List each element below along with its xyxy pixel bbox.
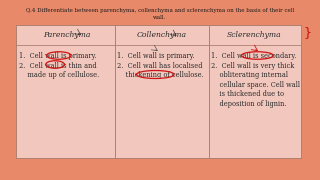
Text: Sclerenchyma: Sclerenchyma [226,31,281,39]
FancyBboxPatch shape [16,0,300,27]
Text: obliterating internal: obliterating internal [211,71,288,79]
Text: made up of cellulose.: made up of cellulose. [19,71,99,79]
Text: 2.  Cell wall has localised: 2. Cell wall has localised [117,62,203,69]
Text: thickening of cellulose.: thickening of cellulose. [117,71,204,79]
FancyBboxPatch shape [16,25,300,158]
Text: Q.4 Differentiate between parenchyma, collenchyma and sclerenchyma on the basis : Q.4 Differentiate between parenchyma, co… [26,8,294,13]
Text: 2.  Cell wall is thin and: 2. Cell wall is thin and [19,62,96,69]
Text: 1.  Cell wall is secondary.: 1. Cell wall is secondary. [211,52,296,60]
Text: Collenchyma: Collenchyma [137,31,187,39]
Text: 1.  Cell wall is primary.: 1. Cell wall is primary. [19,52,96,60]
Text: is thickened due to: is thickened due to [211,90,284,98]
Text: 1.  Cell wall is primary.: 1. Cell wall is primary. [117,52,195,60]
Text: 2.  Cell wall is very thick: 2. Cell wall is very thick [211,62,294,69]
Text: }: } [303,26,311,39]
Text: Parenchyma: Parenchyma [43,31,90,39]
Text: wall.: wall. [153,15,167,20]
Text: deposition of lignin.: deposition of lignin. [211,100,286,107]
Text: cellular space. Cell wall: cellular space. Cell wall [211,80,300,89]
